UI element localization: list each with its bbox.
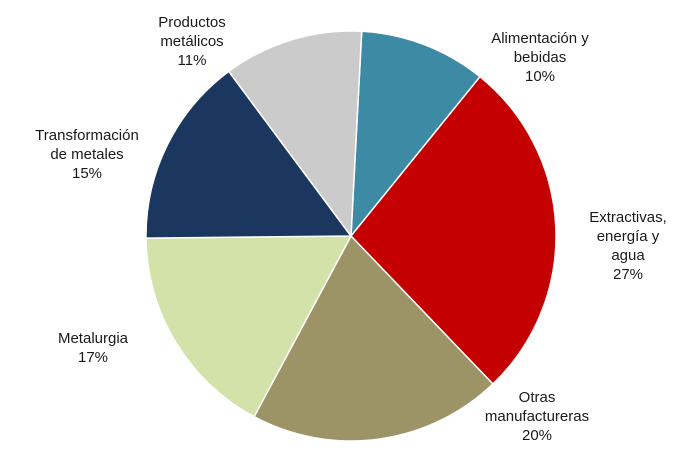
slice-label-line-5-0: Productos (158, 14, 226, 31)
slice-pct-5: 11% (178, 52, 207, 69)
slice-label-line-4-1: de metales (50, 146, 123, 163)
slice-label-1: Extractivas, energía y agua 27% (589, 209, 667, 283)
slice-label-line-0-1: bebidas (514, 49, 567, 66)
slice-pct-1: 27% (613, 266, 643, 283)
pie-slices (145, 30, 557, 442)
slice-label-line-4-0: Transformación (35, 127, 139, 144)
slice-label-line-1-0: Extractivas, (589, 209, 667, 226)
slice-pct-3: 17% (78, 349, 108, 366)
pie-slice-1 (350, 75, 557, 386)
slice-label-5: Productos metálicos 11% (158, 14, 226, 69)
pie-slice-3 (145, 235, 353, 418)
pie-slice-2 (253, 234, 494, 442)
slice-label-line-3-0: Metalurgia (58, 330, 129, 347)
slice-label-line-2-1: manufactureras (485, 408, 589, 425)
slice-label-0: Alimentación y bebidas 10% (491, 30, 589, 85)
slice-label-line-1-1: energía y (597, 228, 660, 245)
pie-slice-5 (227, 30, 363, 239)
pie-slice-4 (145, 70, 353, 239)
slice-label-line-1-2: agua (611, 247, 645, 264)
slice-label-line-5-1: metálicos (160, 33, 223, 50)
slice-label-4: Transformación de metales 15% (35, 127, 139, 182)
slice-label-line-2-0: Otras (519, 389, 556, 406)
slice-pct-4: 15% (72, 165, 102, 182)
slice-pct-2: 20% (522, 427, 552, 444)
slice-label-line-0-0: Alimentación y (491, 30, 589, 47)
slice-pct-0: 10% (525, 68, 555, 85)
slice-label-2: Otras manufactureras 20% (485, 389, 589, 444)
pie-labels: Alimentación y bebidas 10% Extractivas, ener… (35, 14, 667, 444)
slice-label-3: Metalurgia 17% (58, 330, 129, 366)
pie-slice-0 (350, 30, 482, 239)
